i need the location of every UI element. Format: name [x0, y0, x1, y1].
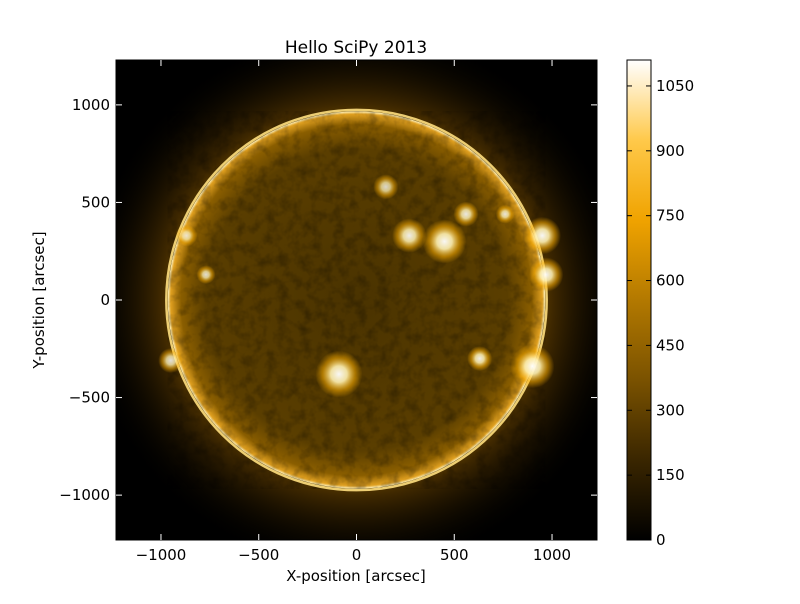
colorbar-frame: [626, 59, 652, 541]
x-tick-label: −1000: [136, 546, 187, 564]
x-axis-label: X-position [arcsec]: [286, 567, 425, 585]
x-axis: −1000 −500 0 500 1000: [136, 60, 571, 564]
x-tick-label: 500: [440, 546, 469, 564]
solar-limb: [165, 108, 548, 492]
x-tick-label: 1000: [533, 546, 571, 564]
y-tick-label: −1000: [59, 486, 110, 504]
solar-image: [116, 60, 597, 540]
colorbar-tick-label: 0: [656, 531, 666, 549]
chart-title: Hello SciPy 2013: [285, 38, 427, 58]
colorbar-tick-label: 150: [656, 466, 685, 484]
colorbar-gradient: [627, 60, 651, 540]
colorbar-tick-label: 300: [656, 401, 685, 419]
plot-area: [115, 59, 598, 541]
active-region-10: [196, 265, 216, 285]
colorbar-tick-label: 900: [656, 142, 685, 160]
active-region-13: [175, 224, 198, 247]
y-tick-label: −500: [69, 389, 110, 407]
y-tick-label: 1000: [72, 96, 110, 114]
active-region-11: [158, 347, 184, 374]
active-region-12: [373, 174, 399, 200]
colorbar-tick-label: 600: [656, 272, 685, 290]
y-axis-label: Y-position [arcsec]: [30, 231, 48, 369]
active-region-3: [453, 201, 479, 227]
colorbar-tick-label: 1050: [656, 77, 694, 95]
active-region-5: [528, 257, 564, 292]
y-tick-label: 500: [81, 193, 110, 211]
colorbar: 0 150 300 450 600 750 900 1050: [626, 59, 694, 549]
colorbar-tick-label: 450: [656, 336, 685, 354]
x-tick-label: −500: [238, 546, 279, 564]
active-region-2: [392, 218, 427, 253]
y-axis: −1000 −500 0 500 1000: [59, 96, 597, 504]
colorbar-ticks: 0 150 300 450 600 750 900 1050: [627, 77, 694, 549]
y-tick-label: 0: [100, 291, 110, 309]
active-region-9: [495, 204, 515, 224]
solar-surface-texture: [167, 111, 546, 489]
active-region-8: [467, 346, 493, 372]
active-region-7: [315, 350, 363, 398]
active-region-4: [523, 216, 562, 255]
active-region-6: [510, 344, 555, 389]
x-tick-label: 0: [352, 546, 362, 564]
active-region-1: [422, 219, 467, 264]
colorbar-tick-label: 750: [656, 207, 685, 225]
